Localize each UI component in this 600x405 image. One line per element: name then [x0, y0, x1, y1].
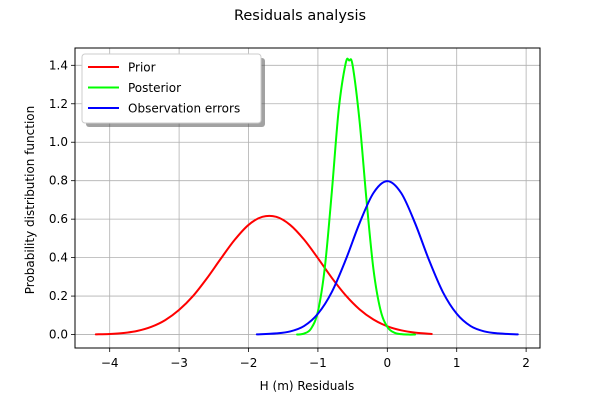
x-tick-label: −2: [240, 356, 258, 370]
series-line-posterior: [296, 57, 417, 336]
x-axis-label: H (m) Residuals: [260, 379, 355, 393]
legend-label-prior: Prior: [128, 61, 156, 75]
plot-frame: [74, 47, 541, 349]
y-tick-label: 1.2: [49, 97, 68, 111]
legend: Prior Posterior Observation errors: [81, 53, 265, 127]
x-tick-label: −3: [170, 356, 188, 370]
legend-label-observation-errors: Observation errors: [128, 102, 240, 116]
series-line-observation-errors: [255, 180, 519, 336]
x-tick-label: 1: [453, 356, 461, 370]
y-tick-label: 0.0: [49, 328, 68, 342]
y-tick-label: 0.8: [49, 174, 68, 188]
x-tick-label: −1: [309, 356, 327, 370]
legend-box: [81, 53, 262, 124]
x-tick-label: −4: [101, 356, 119, 370]
y-tick-label: 1.4: [49, 58, 68, 72]
chart-title: Residuals analysis: [234, 8, 366, 24]
series-layer: [94, 57, 519, 336]
series-line-prior: [94, 214, 433, 336]
legend-entries: Prior Posterior Observation errors: [88, 61, 240, 116]
ticks: [71, 64, 527, 352]
y-axis-label: Probability distribution function: [23, 106, 37, 294]
x-tick-label: 2: [522, 356, 530, 370]
y-tick-label: 1.0: [49, 135, 68, 149]
y-tick-labels: 0.0 0.2 0.4 0.6 0.8 1.0 1.2 1.4: [49, 58, 68, 341]
legend-label-posterior: Posterior: [128, 81, 181, 95]
x-tick-label: 0: [383, 356, 391, 370]
y-tick-label: 0.2: [49, 289, 68, 303]
x-tick-labels: −4 −3 −2 −1 0 1 2: [101, 356, 530, 370]
y-tick-label: 0.6: [49, 212, 68, 226]
y-tick-label: 0.4: [49, 251, 68, 265]
